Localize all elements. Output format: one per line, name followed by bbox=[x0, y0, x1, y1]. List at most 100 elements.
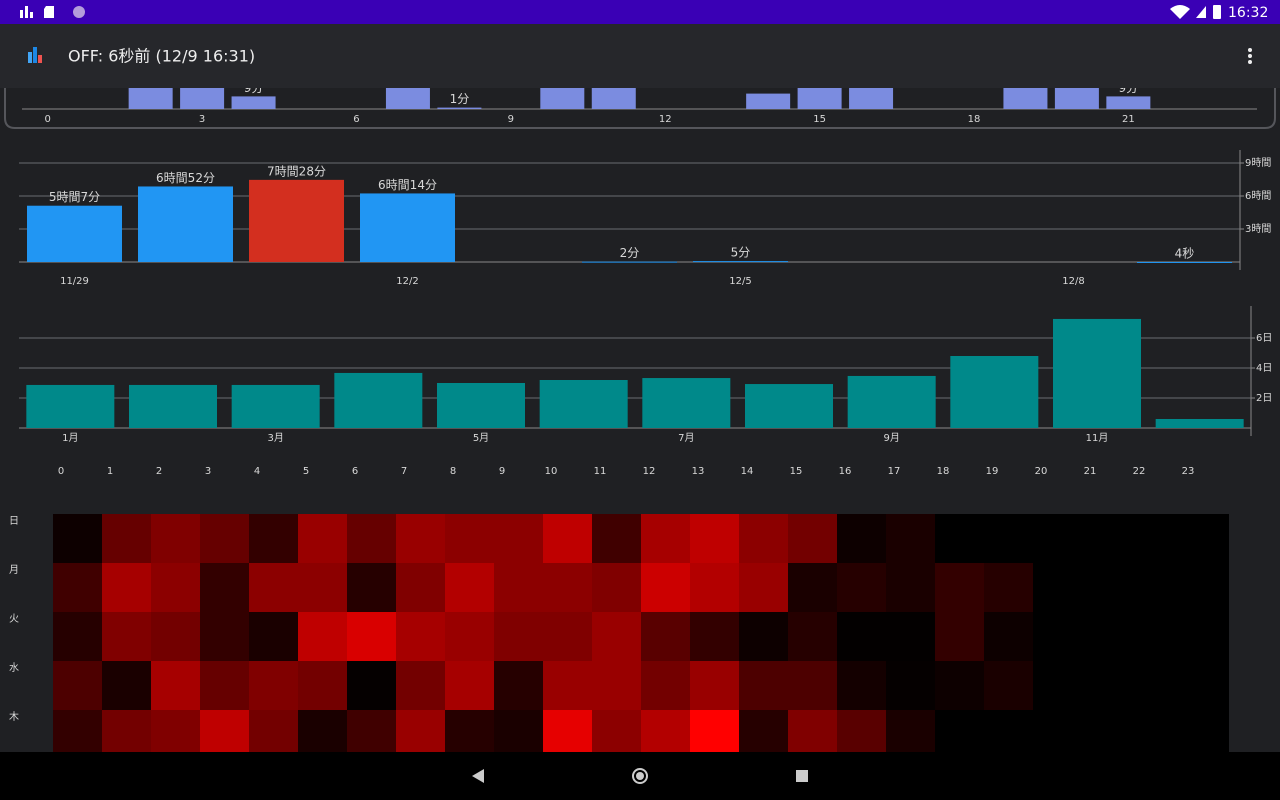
column-label: 20 bbox=[1035, 466, 1048, 477]
heat-cell bbox=[298, 710, 347, 759]
heat-cell bbox=[494, 514, 543, 563]
heat-cell bbox=[53, 514, 102, 563]
nav-back[interactable] bbox=[472, 769, 484, 783]
heat-cell bbox=[641, 710, 690, 759]
heat-cell bbox=[1131, 563, 1180, 612]
bar bbox=[437, 383, 525, 428]
heat-cell bbox=[739, 661, 788, 710]
column-label: 4 bbox=[254, 466, 260, 477]
column-label: 3 bbox=[205, 466, 211, 477]
heat-cell bbox=[641, 661, 690, 710]
x-tick-label: 12/8 bbox=[1062, 276, 1084, 287]
y-tick-label: 6日 bbox=[1256, 333, 1272, 344]
heat-cell bbox=[984, 710, 1033, 759]
x-tick-label: 12/5 bbox=[729, 276, 751, 287]
heat-cell bbox=[641, 563, 690, 612]
heat-cell bbox=[886, 710, 935, 759]
heat-cell bbox=[298, 563, 347, 612]
app-icon bbox=[28, 47, 42, 63]
column-label: 7 bbox=[401, 466, 407, 477]
value-label: 6時間14分 bbox=[378, 178, 437, 192]
heat-cell bbox=[739, 612, 788, 661]
column-label: 8 bbox=[450, 466, 456, 477]
heat-cell bbox=[494, 710, 543, 759]
heat-cell bbox=[1082, 710, 1131, 759]
bar bbox=[231, 96, 276, 109]
heat-cell bbox=[739, 514, 788, 563]
heat-cell bbox=[592, 563, 641, 612]
x-tick-label: 11/29 bbox=[60, 276, 89, 287]
heat-cell bbox=[739, 563, 788, 612]
x-tick-label: 3 bbox=[199, 114, 205, 125]
heat-cell bbox=[1082, 563, 1131, 612]
column-label: 1 bbox=[107, 466, 113, 477]
heat-cell bbox=[543, 514, 592, 563]
heat-cell bbox=[200, 710, 249, 759]
value-label: 5分 bbox=[731, 246, 751, 260]
bar bbox=[129, 384, 217, 428]
x-tick-label: 15 bbox=[813, 114, 826, 125]
heat-cell bbox=[935, 612, 984, 661]
heat-cell bbox=[249, 563, 298, 612]
column-label: 23 bbox=[1182, 466, 1195, 477]
heat-cell bbox=[1033, 661, 1082, 710]
heat-cell bbox=[1082, 661, 1131, 710]
heat-cell bbox=[592, 661, 641, 710]
heat-cell bbox=[1180, 514, 1229, 563]
bar bbox=[334, 372, 423, 428]
heat-cell bbox=[984, 661, 1033, 710]
y-tick-label: 6時間 bbox=[1245, 190, 1271, 202]
heat-cell bbox=[1082, 612, 1131, 661]
heat-cell bbox=[249, 612, 298, 661]
x-tick-label: 21 bbox=[1122, 114, 1135, 125]
bar bbox=[539, 380, 628, 428]
x-tick-label: 9月 bbox=[883, 432, 899, 444]
nav-home-dot bbox=[636, 772, 644, 780]
heat-cell bbox=[53, 710, 102, 759]
x-tick-label: 3月 bbox=[267, 432, 283, 444]
row-label: 日 bbox=[9, 516, 19, 527]
column-label: 21 bbox=[1084, 466, 1097, 477]
heat-cell bbox=[690, 710, 739, 759]
bar bbox=[27, 205, 122, 262]
heat-cell bbox=[886, 514, 935, 563]
heat-cell bbox=[151, 612, 200, 661]
heat-cell bbox=[886, 661, 935, 710]
heat-cell bbox=[445, 514, 494, 563]
heat-cell bbox=[1180, 661, 1229, 710]
heat-cell bbox=[494, 612, 543, 661]
column-label: 11 bbox=[594, 466, 607, 477]
app-title: OFF: 6秒前 (12/9 16:31) bbox=[68, 47, 255, 66]
menu-button[interactable] bbox=[1248, 48, 1252, 64]
bar bbox=[231, 384, 320, 428]
heat-cell bbox=[445, 710, 494, 759]
bar bbox=[128, 88, 173, 109]
nav-home[interactable] bbox=[632, 768, 648, 784]
heat-cell bbox=[690, 514, 739, 563]
bar bbox=[249, 179, 344, 262]
bar bbox=[1155, 419, 1244, 428]
x-tick-label: 11月 bbox=[1086, 432, 1109, 444]
bar bbox=[950, 356, 1039, 428]
bar bbox=[746, 93, 791, 109]
bar bbox=[540, 88, 585, 109]
heat-cell bbox=[1033, 710, 1082, 759]
column-label: 0 bbox=[58, 466, 64, 477]
heat-cell bbox=[53, 563, 102, 612]
heat-cell bbox=[445, 612, 494, 661]
hourly-chart: 0 3 6 9 12 15 18 21 9分 1分 9分 bbox=[22, 81, 1257, 125]
bar bbox=[847, 375, 936, 428]
heat-cell bbox=[543, 612, 592, 661]
column-label: 16 bbox=[839, 466, 852, 477]
nav-recents[interactable] bbox=[796, 770, 808, 782]
y-tick-label: 9時間 bbox=[1245, 157, 1271, 169]
heat-cell bbox=[788, 612, 837, 661]
heat-cell bbox=[200, 661, 249, 710]
value-label: 9分 bbox=[1119, 81, 1139, 95]
heat-cell bbox=[151, 710, 200, 759]
column-label: 12 bbox=[643, 466, 656, 477]
column-label: 6 bbox=[352, 466, 358, 477]
column-label: 18 bbox=[937, 466, 950, 477]
heat-cell bbox=[690, 612, 739, 661]
